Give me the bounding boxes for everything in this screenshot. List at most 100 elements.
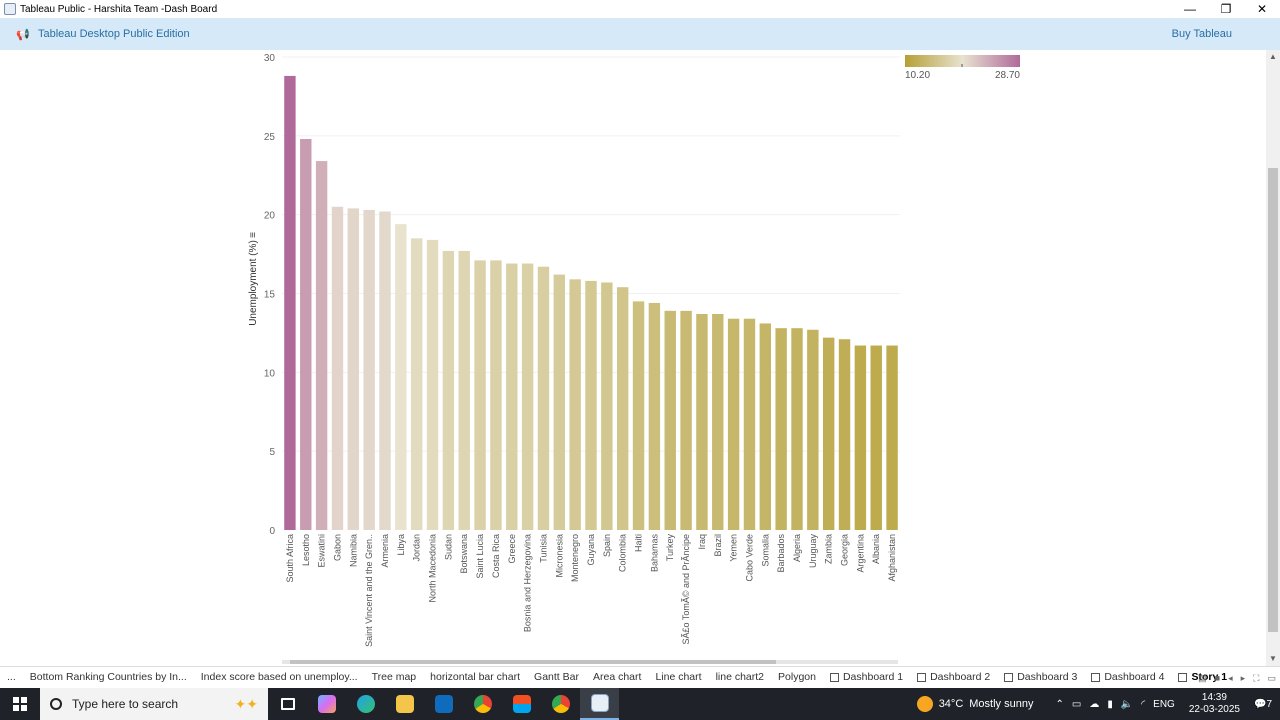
microsoft-store-icon[interactable]	[502, 688, 541, 720]
language-indicator[interactable]: ENG	[1153, 698, 1175, 710]
next-sheet-icon[interactable]: ▸	[1240, 672, 1246, 683]
task-view-icon[interactable]	[268, 688, 307, 720]
bar[interactable]	[395, 224, 407, 531]
tab-area-chart[interactable]: Area chart	[592, 671, 642, 683]
bar[interactable]	[616, 287, 629, 530]
vertical-scroll-thumb[interactable]	[1268, 168, 1278, 632]
meet-now-icon[interactable]: ▭	[1071, 698, 1082, 710]
bar[interactable]	[712, 313, 724, 530]
bar[interactable]	[759, 323, 772, 530]
bar[interactable]	[474, 260, 486, 530]
bar[interactable]	[300, 138, 312, 530]
bar[interactable]	[331, 206, 344, 531]
bar[interactable]	[569, 279, 581, 530]
battery-icon[interactable]: ▮	[1107, 698, 1113, 710]
clock-date: 22-03-2025	[1188, 704, 1240, 715]
copilot-icon[interactable]	[307, 688, 346, 720]
bar[interactable]	[442, 250, 455, 530]
horizontal-scroll-thumb[interactable]	[290, 660, 776, 664]
tab-horizontal-bar-chart[interactable]: horizontal bar chart	[430, 671, 521, 683]
bar[interactable]	[585, 280, 597, 530]
tab-index-score[interactable]: Index score based on unemploy...	[200, 671, 358, 683]
tab-dashboard-1[interactable]: Dashboard 1	[823, 667, 910, 689]
show-tabs-icon[interactable]: ■	[1214, 673, 1221, 683]
bar[interactable]	[838, 339, 851, 530]
tab-gantt-bar[interactable]: Gantt Bar	[534, 671, 579, 683]
tab-polygon[interactable]: Polygon	[778, 671, 816, 683]
presentation-icon[interactable]: ▭	[1267, 672, 1276, 683]
bar[interactable]	[648, 302, 661, 530]
network-icon[interactable]: ◜	[1141, 698, 1146, 710]
bar[interactable]	[379, 211, 391, 530]
bar[interactable]	[886, 345, 898, 530]
bar[interactable]	[426, 239, 439, 531]
volume-icon[interactable]: 🔈	[1120, 698, 1134, 710]
bar[interactable]	[775, 328, 787, 530]
minimize-button[interactable]: —	[1184, 2, 1196, 16]
notifications-icon[interactable]: 💬7	[1253, 698, 1272, 710]
windows-taskbar: Type here to search ✦✦ 34°C Mostly sunny…	[0, 688, 1280, 720]
chevron-up-icon[interactable]: ⌃	[1055, 698, 1064, 710]
tab-bottom-ranking[interactable]: Bottom Ranking Countries by In...	[29, 671, 187, 683]
restore-button[interactable]: ❐	[1220, 2, 1232, 16]
x-tick-label: Jordan	[412, 534, 422, 562]
prev-sheet-icon[interactable]: ◂	[1228, 672, 1233, 683]
bar[interactable]	[696, 313, 708, 530]
vertical-scrollbar[interactable]: ▲ ▼	[1266, 50, 1280, 666]
tableau-taskbar-icon[interactable]	[580, 688, 619, 720]
bar[interactable]	[870, 345, 882, 530]
bar[interactable]	[791, 328, 803, 530]
bar[interactable]	[347, 208, 360, 531]
chrome-icon[interactable]	[463, 688, 502, 720]
onedrive-icon[interactable]: ☁	[1089, 698, 1100, 710]
bar[interactable]	[553, 274, 566, 530]
bar[interactable]	[854, 345, 867, 530]
clock[interactable]: 14:39 22-03-2025	[1189, 692, 1240, 716]
start-button[interactable]	[0, 688, 40, 720]
weather-widget[interactable]: 34°C Mostly sunny	[916, 696, 1033, 712]
tab-story-1[interactable]: Story 1	[1171, 667, 1234, 689]
bar[interactable]	[664, 310, 676, 530]
bar[interactable]	[680, 310, 692, 530]
tab-dashboard-4[interactable]: Dashboard 4	[1084, 667, 1171, 689]
bar[interactable]	[490, 260, 502, 530]
tab-line-chart2[interactable]: line chart2	[715, 671, 765, 683]
bar[interactable]	[363, 209, 375, 531]
show-filmstrip-icon[interactable]: ▤	[1198, 672, 1207, 683]
color-legend-ramp[interactable]	[905, 55, 1020, 67]
title-bar: Tableau Public - Harshita Team -Dash Boa…	[0, 0, 1280, 18]
outlook-icon[interactable]	[424, 688, 463, 720]
taskbar-search[interactable]: Type here to search ✦✦	[40, 688, 268, 720]
tab-dashboard-3[interactable]: Dashboard 3	[997, 667, 1084, 689]
bar[interactable]	[822, 337, 835, 530]
scroll-down-icon[interactable]: ▼	[1269, 654, 1277, 663]
bar[interactable]	[315, 161, 328, 530]
close-button[interactable]: ✕	[1256, 2, 1268, 16]
bar[interactable]	[506, 263, 518, 530]
tab-overflow[interactable]: ...	[7, 671, 16, 683]
horizontal-scrollbar[interactable]	[282, 660, 898, 665]
edge-icon[interactable]	[346, 688, 385, 720]
sort-icon[interactable]: ≡	[248, 232, 259, 238]
chrome-icon[interactable]	[541, 688, 580, 720]
bar[interactable]	[807, 329, 819, 530]
bar[interactable]	[727, 318, 740, 530]
bar[interactable]	[458, 250, 470, 530]
tab-line-chart[interactable]: Line chart	[655, 671, 702, 683]
bar[interactable]	[521, 263, 534, 530]
fullscreen-icon[interactable]: ⛶	[1253, 672, 1260, 683]
buy-tableau-link[interactable]: Buy Tableau	[1171, 28, 1232, 40]
tab-tree-map[interactable]: Tree map	[371, 671, 417, 683]
y-tick-label: 0	[269, 526, 275, 537]
bar[interactable]	[537, 266, 550, 530]
bar[interactable]	[743, 318, 756, 530]
tab-dashboard-2[interactable]: Dashboard 2	[910, 667, 997, 689]
scroll-up-icon[interactable]: ▲	[1269, 52, 1277, 61]
file-explorer-icon[interactable]	[385, 688, 424, 720]
bar[interactable]	[284, 75, 296, 531]
bar[interactable]	[410, 238, 423, 531]
windows-logo-icon	[13, 697, 27, 711]
bar[interactable]	[601, 282, 613, 530]
bar[interactable]	[632, 301, 645, 530]
dashboard-icon	[1091, 673, 1101, 682]
